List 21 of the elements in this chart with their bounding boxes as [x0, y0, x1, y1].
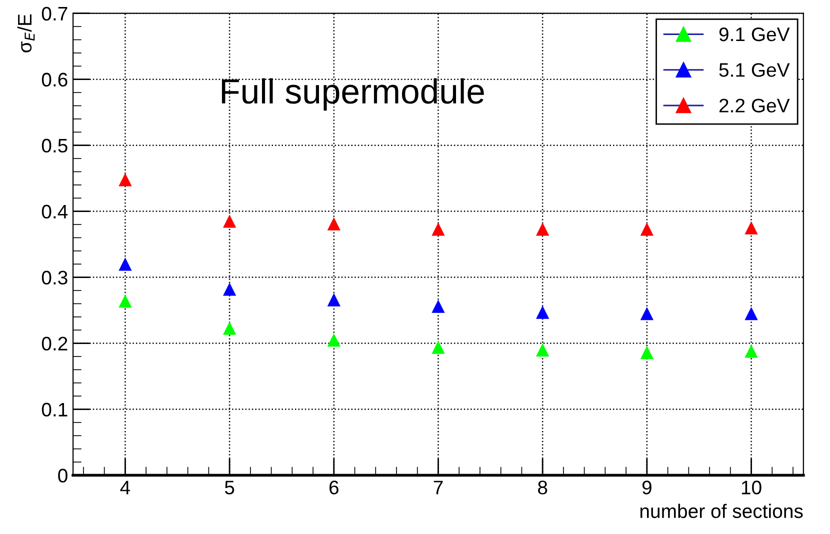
legend-label: 9.1 GeV: [719, 27, 790, 42]
x-tick-label: 10: [742, 480, 762, 494]
y-tick-label: 0.2: [42, 336, 68, 351]
y-tick-label: 0: [58, 468, 68, 482]
annotation: Full supermodule: [222, 78, 484, 111]
x-tick-label: 4: [120, 480, 130, 494]
y-tick-label: 0.6: [42, 72, 68, 87]
x-tick-label: 8: [538, 480, 548, 494]
x-tick-label: 6: [329, 480, 338, 494]
x-axis-title: number of sections: [640, 504, 803, 518]
x-tick-label: 7: [434, 480, 443, 494]
x-tick-label: 5: [224, 480, 234, 494]
y-tick-label: 0.3: [42, 270, 68, 285]
y-tick-label: 0.7: [42, 6, 68, 21]
y-axis-title: σ$_{E}$/E: [17, 14, 35, 52]
y-tick-label: 0.4: [42, 204, 68, 219]
y-tick-label: 0.1: [42, 402, 68, 417]
legend-label: 5.1 GeV: [719, 63, 790, 77]
legend-label: 2.2 GeV: [719, 98, 790, 112]
y-tick-label: 0.5: [42, 138, 68, 153]
x-tick-label: 9: [642, 480, 652, 494]
